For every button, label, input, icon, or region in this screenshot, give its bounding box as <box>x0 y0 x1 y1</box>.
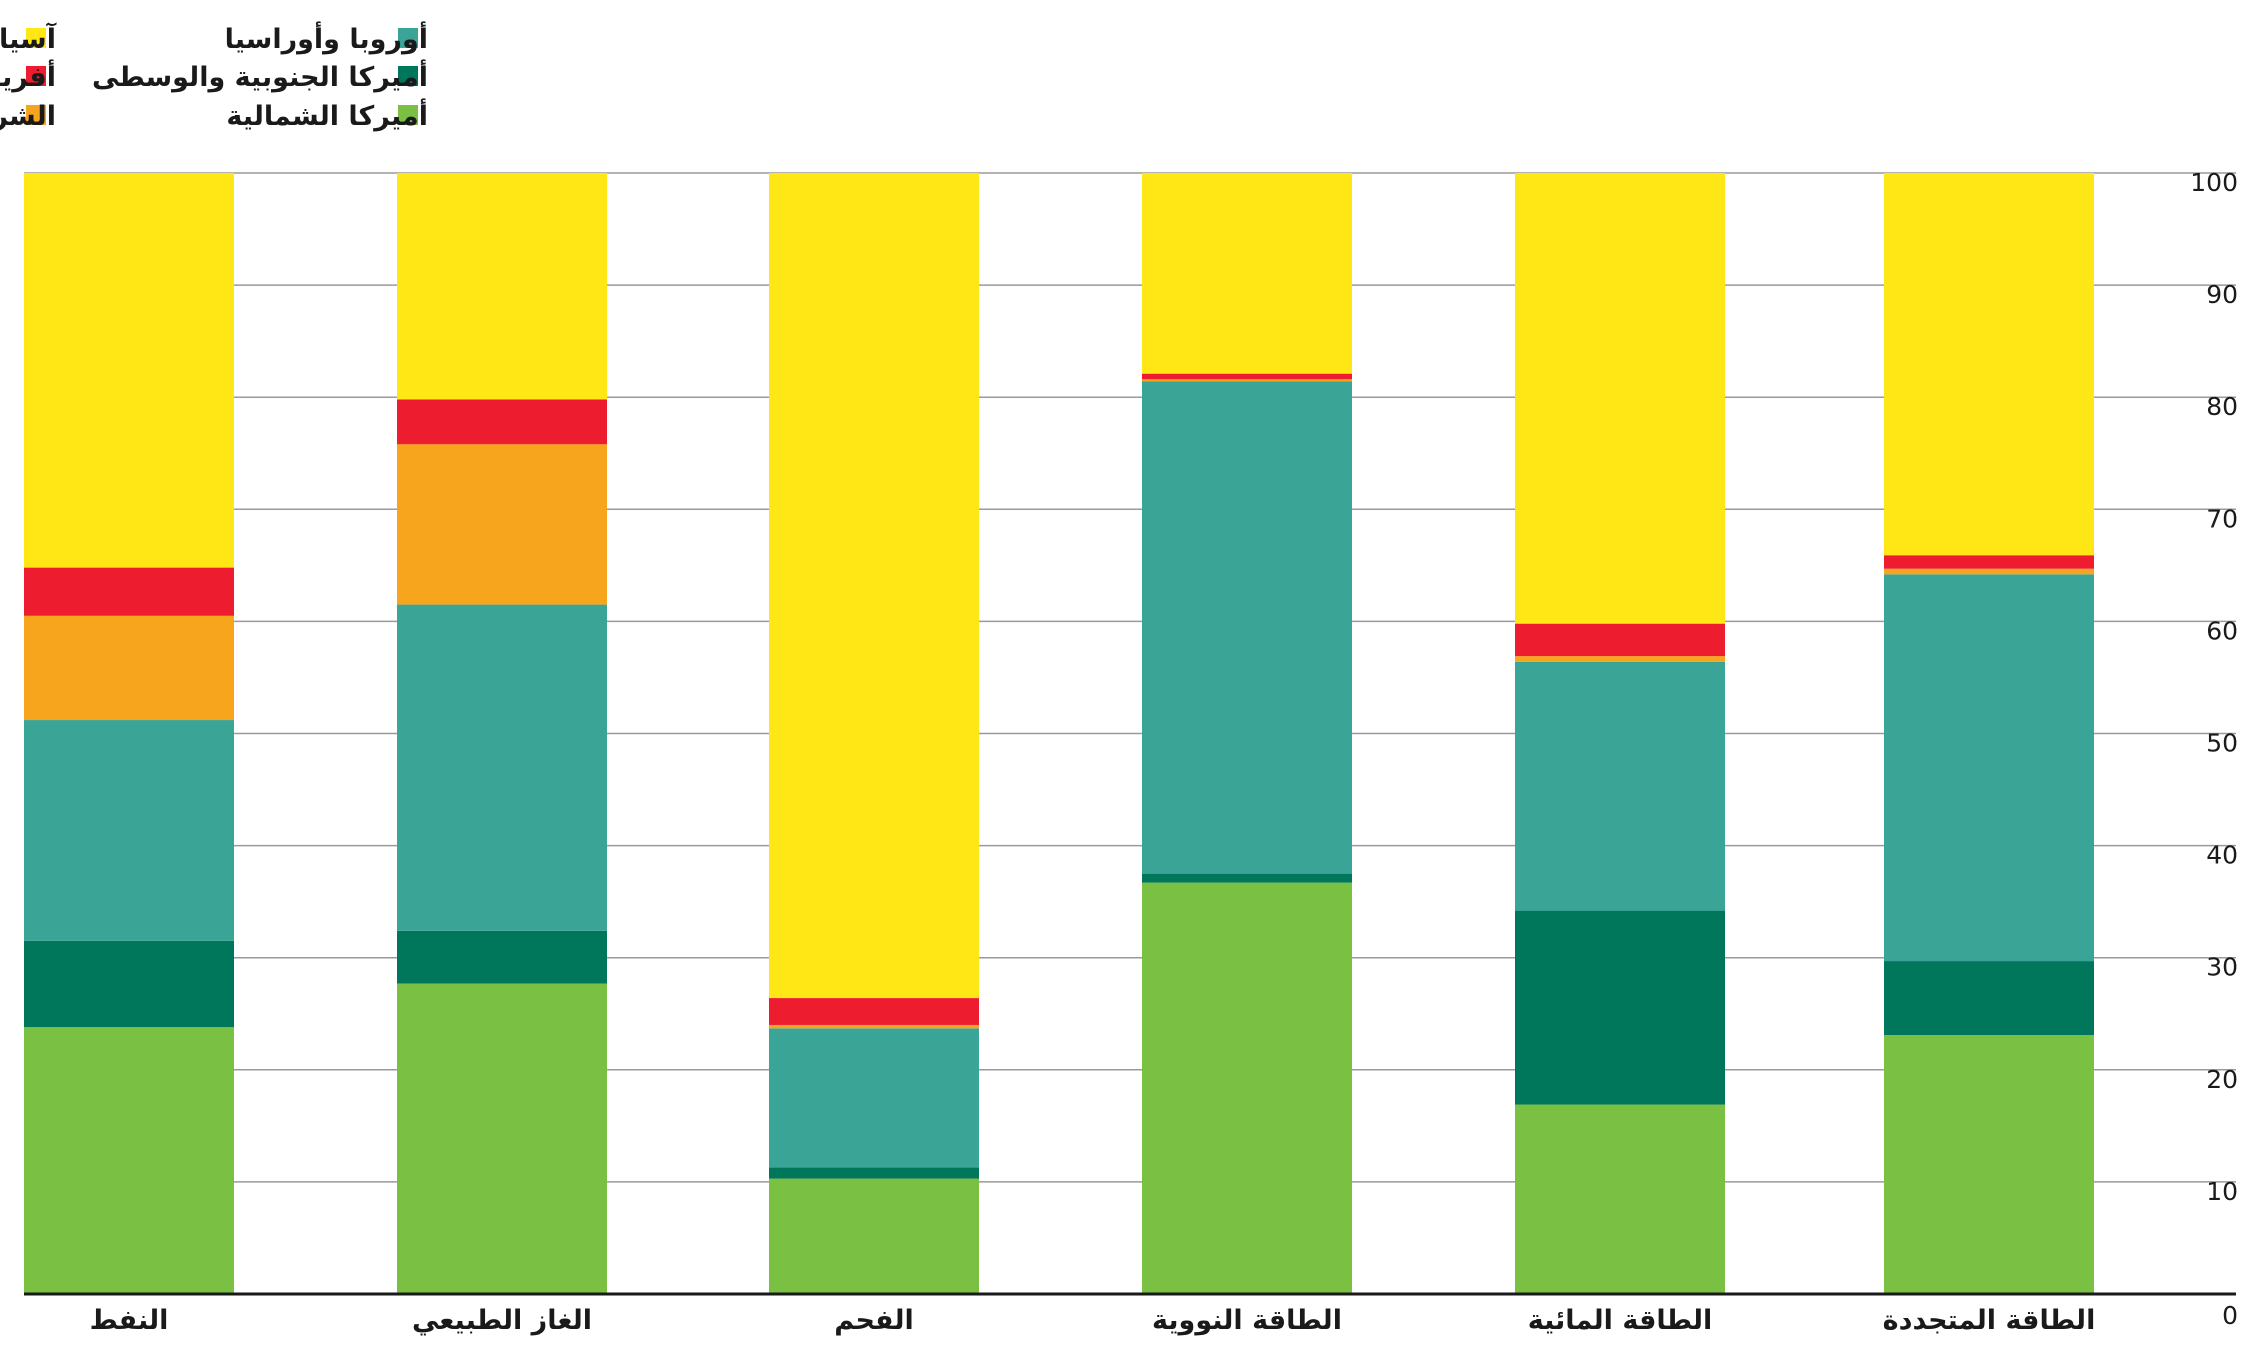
bar-segment <box>397 399 607 445</box>
bar-segment <box>1515 656 1725 662</box>
bar-segment <box>24 173 234 568</box>
bar-segment <box>1142 381 1352 874</box>
bar-segment <box>1515 623 1725 657</box>
bar-segment <box>1142 173 1352 374</box>
legend-swatch <box>398 28 418 48</box>
bars <box>24 173 2094 1294</box>
y-tick-label: 80 <box>2206 392 2238 421</box>
bar-segment <box>1142 373 1352 380</box>
bar-segment <box>24 567 234 616</box>
legend-label: الشرق الأوسط <box>0 99 56 132</box>
legend: آسيا والمحيط الهادئ أفريقيا الشرق الأوسط أو… <box>0 21 428 132</box>
x-category-label: الطاقة المائية <box>1528 1305 1712 1336</box>
legend-label: أفريقيا <box>0 59 56 93</box>
bar-segment <box>1884 961 2094 1036</box>
bar-segment <box>1884 568 2094 575</box>
bar-segment <box>1515 661 1725 911</box>
bar-segment <box>24 940 234 1028</box>
y-tick-label: 30 <box>2206 953 2238 982</box>
x-category-label: الفحم <box>834 1305 913 1336</box>
bar-segment <box>1142 882 1352 1294</box>
bar-segment <box>1884 555 2094 569</box>
legend-label: أميركا الجنوبية والوسطى <box>92 59 428 93</box>
legend-swatch <box>26 66 46 86</box>
y-tick-label: 10 <box>2206 1177 2238 1206</box>
bar-segment <box>769 998 979 1025</box>
bar-segment <box>397 173 607 400</box>
bar-segment <box>24 615 234 721</box>
y-tick-label: 20 <box>2206 1065 2238 1094</box>
bar-segment <box>397 604 607 931</box>
legend-swatch <box>398 66 418 86</box>
legend-swatch <box>398 105 418 125</box>
legend-swatch <box>26 28 46 48</box>
bar-segment <box>397 444 607 605</box>
y-tick-label: 0 <box>2222 1301 2238 1330</box>
bar-segment <box>397 930 607 984</box>
bar-segment <box>1515 910 1725 1105</box>
x-category-label: الطاقة المتجددة <box>1883 1305 2096 1336</box>
bar-segment <box>769 1167 979 1179</box>
x-category-label: الطاقة النووية <box>1152 1305 1342 1336</box>
y-tick-label: 90 <box>2206 280 2238 309</box>
bar-segment <box>24 1027 234 1294</box>
y-tick-label: 50 <box>2206 729 2238 758</box>
bar-segment <box>769 1178 979 1294</box>
bar-segment <box>1142 379 1352 382</box>
bar-segment <box>1884 1035 2094 1294</box>
y-tick-label: 100 <box>2190 168 2238 197</box>
x-category-label: النفط <box>90 1305 169 1336</box>
bar-segment <box>769 1024 979 1029</box>
bar-segment <box>1884 574 2094 962</box>
bar-segment <box>1884 173 2094 556</box>
y-tick-label: 70 <box>2206 504 2238 533</box>
bar-segment <box>24 720 234 941</box>
bar-segment <box>769 173 979 999</box>
bar-segment <box>769 1028 979 1168</box>
gridlines <box>24 172 2236 1183</box>
bar-segment <box>1515 1104 1725 1294</box>
legend-label: أميركا الشمالية <box>226 98 428 132</box>
y-tick-label: 40 <box>2206 841 2238 870</box>
y-tick-label: 60 <box>2206 616 2238 645</box>
bar-segment <box>1142 873 1352 883</box>
legend-swatch <box>26 105 46 125</box>
bar-segment <box>397 983 607 1294</box>
bar-segment <box>1515 173 1725 624</box>
legend-label: آسيا والمحيط الهادئ <box>0 22 57 55</box>
legend-label: أوروبا وأوراسيا <box>225 21 428 55</box>
axes: 0 10 20 30 40 50 60 70 80 90 100 النفط الغاز الطبيعي… <box>24 168 2238 1336</box>
x-category-label: الغاز الطبيعي <box>412 1305 592 1336</box>
